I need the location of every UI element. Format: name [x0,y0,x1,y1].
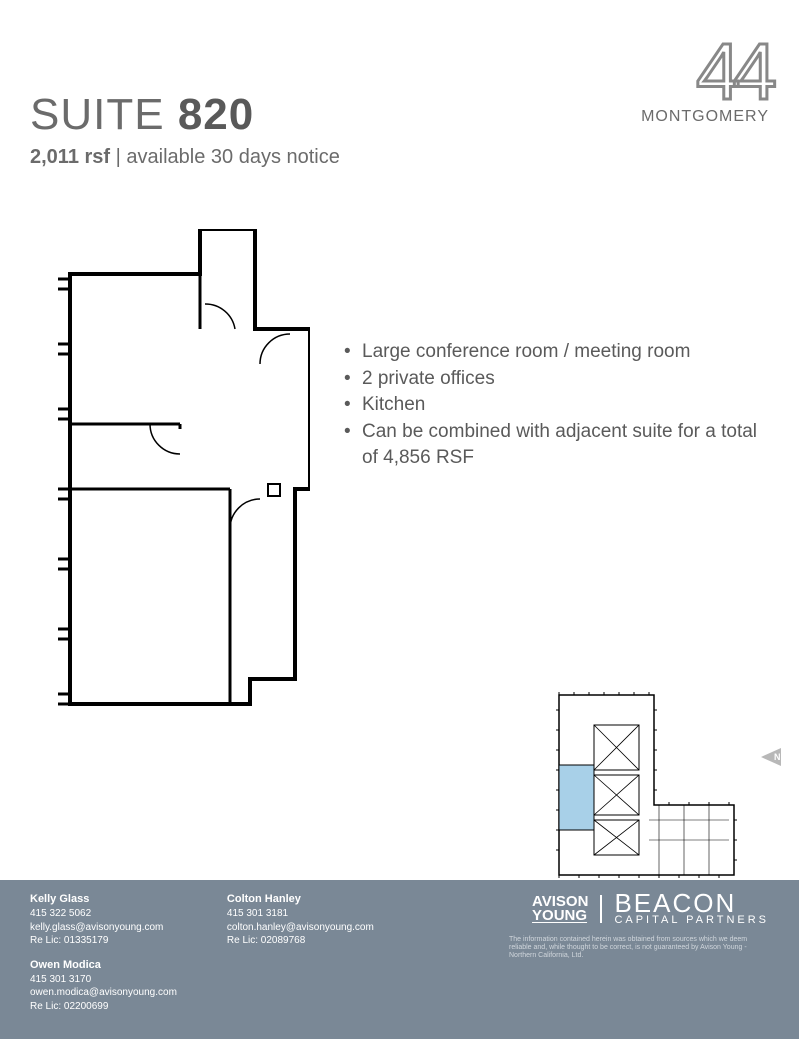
contact-license: Re Lic: 02089768 [227,934,374,948]
logo-line: CAPITAL PARTNERS [614,916,769,926]
floorplan-diagram [30,229,310,709]
feature-item: Kitchen [340,392,769,419]
keyplan-diagram [539,690,739,885]
avison-young-logo: AVISON YOUNG [532,895,602,924]
contact-name: Colton Hanley [227,892,374,907]
contact-email: colton.hanley@avisonyoung.com [227,921,374,935]
footer-logos: AVISON YOUNG BEACON CAPITAL PARTNERS [469,892,769,925]
beacon-logo: BEACON CAPITAL PARTNERS [614,892,769,925]
disclaimer: The information contained herein was obt… [509,936,769,961]
north-label: N [774,752,781,762]
feature-item: Can be combined with adjacent suite for … [340,419,769,472]
contact-phone: 415 322 5062 [30,907,177,921]
contact-name: Kelly Glass [30,892,177,907]
contact-phone: 415 301 3181 [227,907,374,921]
title-block: SUITE 820 2,011 rsf | available 30 days … [30,40,340,169]
contact-email: owen.modica@avisonyoung.com [30,986,177,1000]
contact-license: Re Lic: 01335179 [30,934,177,948]
north-arrow-icon: N [759,745,783,774]
feature-item: 2 private offices [340,366,769,393]
rsf: 2,011 rsf [30,146,110,168]
suite-title: SUITE 820 [30,90,340,140]
subtitle: 2,011 rsf | available 30 days notice [30,146,340,169]
features-list: Large conference room / meeting room 2 p… [340,229,769,709]
logo-line: YOUNG [532,909,588,923]
contact-phone: 415 301 3170 [30,973,177,987]
contact-name: Owen Modica [30,958,177,973]
contact-email: kelly.glass@avisonyoung.com [30,921,177,935]
keyplan-area: N MONTGOMERY STREET [539,690,779,898]
building-number: 44 [641,40,769,104]
building-logo: 44 MONTGOMERY [641,40,769,126]
building-name: MONTGOMERY [641,108,769,126]
contacts: Kelly Glass 415 322 5062 kelly.glass@avi… [30,892,469,1023]
suite-number: 820 [178,90,254,139]
footer: Kelly Glass 415 322 5062 kelly.glass@avi… [0,880,799,1039]
divider: | [110,146,126,168]
contact-block: Kelly Glass 415 322 5062 kelly.glass@avi… [30,892,177,947]
contact-block: Colton Hanley 415 301 3181 colton.hanley… [227,892,374,947]
availability: available 30 days notice [126,146,339,168]
contact-block: Owen Modica 415 301 3170 owen.modica@avi… [30,958,177,1013]
logo-line: BEACON [614,892,769,915]
suite-label: SUITE [30,90,165,139]
feature-item: Large conference room / meeting room [340,339,769,366]
contact-license: Re Lic: 02200699 [30,1000,177,1014]
